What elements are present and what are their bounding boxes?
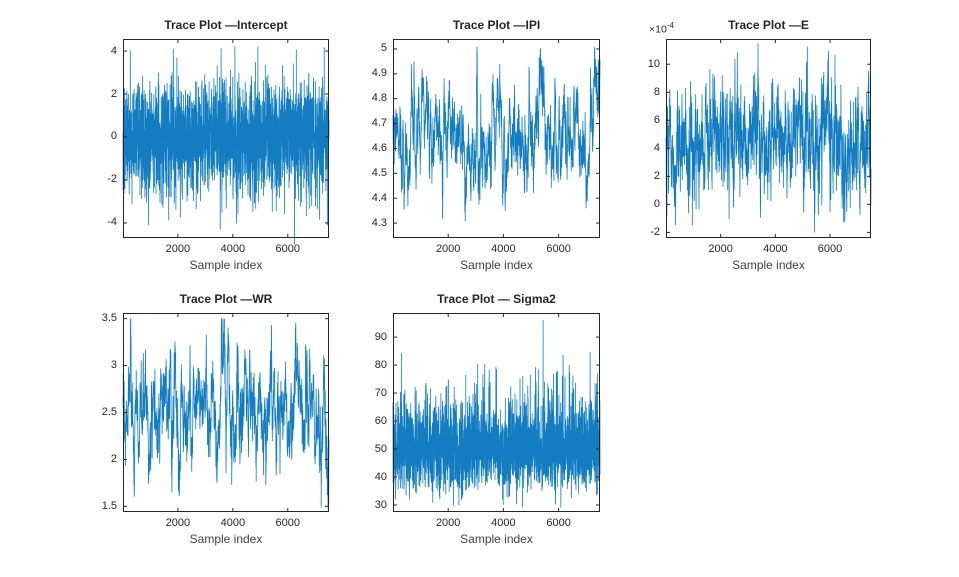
y-tick-label: 4.6 xyxy=(371,141,387,154)
y-tick-label: -2 xyxy=(107,173,117,186)
plot-canvas-intercept xyxy=(122,39,330,245)
x-tick-label: 2000 xyxy=(435,243,461,255)
plot-canvas-sigma2 xyxy=(392,313,601,512)
trace-line xyxy=(122,45,330,245)
x-tick-label: 4000 xyxy=(491,243,516,255)
trace-line xyxy=(122,318,330,510)
x-tick-label: 4000 xyxy=(491,517,516,529)
plot-title-wr: Trace Plot —WR xyxy=(179,292,273,306)
y-tick-label: -4 xyxy=(107,216,117,229)
y-tick-label: 40 xyxy=(374,470,387,483)
x-tick-label: 6000 xyxy=(817,243,843,255)
y-tick-label: 4.5 xyxy=(371,166,387,179)
y-tick-label: 3 xyxy=(110,359,117,372)
axes-box xyxy=(393,313,600,512)
plot-canvas-ipi xyxy=(392,39,601,238)
y-tick-label: 2 xyxy=(110,87,117,100)
trace-plot-wr: Trace Plot —WR Sample index 1.5 2 2.5 3 3.5 2… xyxy=(102,292,330,546)
plot-title-intercept: Trace Plot —Intercept xyxy=(164,18,288,32)
x-axis-label: Sample index xyxy=(732,258,805,272)
y-tick-label: 3.5 xyxy=(101,312,117,325)
x-axis-label: Sample index xyxy=(460,532,533,546)
plot-title-e: Trace Plot —E xyxy=(728,18,809,32)
y-tick-label: 0 xyxy=(653,197,660,210)
x-tick-label: 6000 xyxy=(546,243,571,255)
trace-line xyxy=(392,320,601,508)
y-tick-label: 4 xyxy=(653,141,660,154)
y-axis-multiplier: ×10-4 xyxy=(649,21,674,36)
x-tick-label: 4000 xyxy=(220,517,246,529)
axes-box xyxy=(666,39,871,238)
trace-plot-sigma2: Trace Plot — Sigma2 Sample index 30 40 50 6… xyxy=(375,292,601,546)
x-axis-label: Sample index xyxy=(189,258,263,272)
trace-plot-intercept: Trace Plot —Intercept Sample index -4 -2 0… xyxy=(107,18,330,272)
y-tick-label: 2 xyxy=(653,169,660,182)
y-tick-label: 90 xyxy=(374,330,387,343)
x-tick-label: 6000 xyxy=(546,517,571,529)
axes-box xyxy=(123,39,329,238)
y-tick-label: 8 xyxy=(653,85,660,98)
axes-box xyxy=(393,39,600,238)
trace-line xyxy=(665,43,872,233)
y-axis-multiplier-exp: -4 xyxy=(666,21,674,30)
y-tick-label: 4.9 xyxy=(371,67,387,80)
y-tick-label: -2 xyxy=(650,225,660,238)
y-tick-label: 6 xyxy=(653,113,660,126)
x-tick-label: 2000 xyxy=(435,517,461,529)
y-tick-label: 10 xyxy=(647,57,660,70)
x-tick-label: 6000 xyxy=(275,243,301,255)
y-tick-label: 60 xyxy=(374,414,387,427)
y-tick-label: 70 xyxy=(374,386,387,399)
y-tick-label: 4.7 xyxy=(371,117,387,130)
y-tick-label: 4.8 xyxy=(371,92,387,105)
plot-canvas-wr xyxy=(122,313,330,512)
y-tick-label: 4 xyxy=(110,44,117,57)
x-axis-label: Sample index xyxy=(189,532,263,546)
x-tick-label: 2000 xyxy=(708,243,733,255)
x-tick-label: 4000 xyxy=(763,243,788,255)
trace-line xyxy=(392,46,601,222)
y-tick-label: 80 xyxy=(374,358,387,371)
y-tick-label: 0 xyxy=(110,130,117,143)
y-tick-label: 4.3 xyxy=(371,216,387,229)
x-axis-label: Sample index xyxy=(460,258,533,272)
y-tick-label: 30 xyxy=(374,498,387,511)
y-tick-label: 50 xyxy=(374,442,387,455)
y-tick-label: 4.4 xyxy=(371,191,387,204)
x-tick-label: 4000 xyxy=(220,243,246,255)
y-tick-label: 5 xyxy=(380,42,387,55)
x-tick-label: 2000 xyxy=(165,517,191,529)
trace-plot-ipi: Trace Plot —IPI Sample index 4.3 4.4 4.5 4.… xyxy=(372,18,601,272)
plot-title-ipi: Trace Plot —IPI xyxy=(452,18,541,32)
plot-canvas-e xyxy=(665,39,872,238)
y-tick-label: 2.5 xyxy=(101,406,117,418)
y-tick-label: 2 xyxy=(110,452,117,465)
y-tick-label: 1.5 xyxy=(101,499,117,512)
plot-title-sigma2: Trace Plot — Sigma2 xyxy=(437,292,556,306)
trace-plot-e: Trace Plot —E ×10-4 Sample index -2 0 2 4 6 8… xyxy=(648,18,872,272)
y-axis-multiplier-base: ×10 xyxy=(649,23,667,36)
x-tick-label: 6000 xyxy=(275,517,301,529)
x-tick-label: 2000 xyxy=(165,243,191,255)
